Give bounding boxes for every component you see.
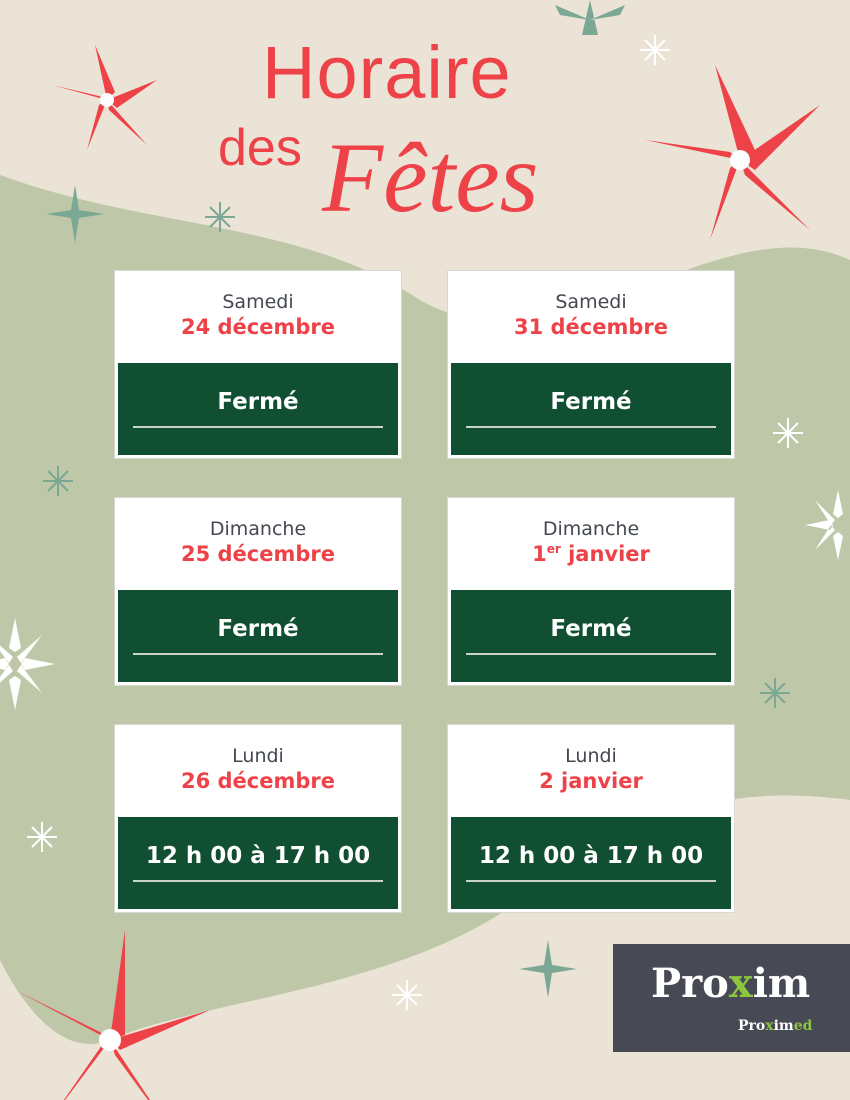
card-date: 1er janvier <box>532 542 650 566</box>
card-status: 12 h 00 à 17 h 00 <box>145 843 371 869</box>
card-status: Fermé <box>217 389 299 415</box>
card-day: Dimanche <box>209 518 307 540</box>
title-des: des <box>218 119 302 177</box>
poinsettia-icon <box>52 45 157 150</box>
card-date: 2 janvier <box>539 769 643 793</box>
card-status: Fermé <box>550 616 632 642</box>
title-horaire: Horaire <box>262 31 512 114</box>
card-date: 26 décembre <box>180 769 335 793</box>
card-day: Samedi <box>555 291 627 313</box>
title-fetes: Fêtes <box>322 122 539 233</box>
card-day: Lundi <box>232 745 284 767</box>
proxim-logo: Proxim Proximed <box>613 944 850 1052</box>
card-date: 25 décembre <box>180 542 335 566</box>
card-status: 12 h 00 à 17 h 00 <box>478 843 704 869</box>
poinsettia-icon <box>645 65 820 240</box>
poinsettia-icon <box>15 930 210 1100</box>
schedule-card: Dimanche 1er janvier Fermé <box>448 498 734 685</box>
schedule-card: Lundi 26 décembre 12 h 00 à 17 h 00 <box>115 725 401 912</box>
card-date: 31 décembre <box>513 315 668 339</box>
schedule-card: Dimanche 25 décembre Fermé <box>115 498 401 685</box>
card-status: Fermé <box>217 616 299 642</box>
card-status: Fermé <box>550 389 632 415</box>
card-day: Lundi <box>565 745 617 767</box>
card-date: 24 décembre <box>180 315 335 339</box>
card-day: Samedi <box>222 291 294 313</box>
card-day: Dimanche <box>542 518 640 540</box>
schedule-card: Lundi 2 janvier 12 h 00 à 17 h 00 <box>448 725 734 912</box>
snowflake-icon <box>0 490 843 710</box>
schedule-card: Samedi 24 décembre Fermé <box>115 271 401 458</box>
leaf-star-icon <box>46 0 625 998</box>
schedule-card: Samedi 31 décembre Fermé <box>448 271 734 458</box>
